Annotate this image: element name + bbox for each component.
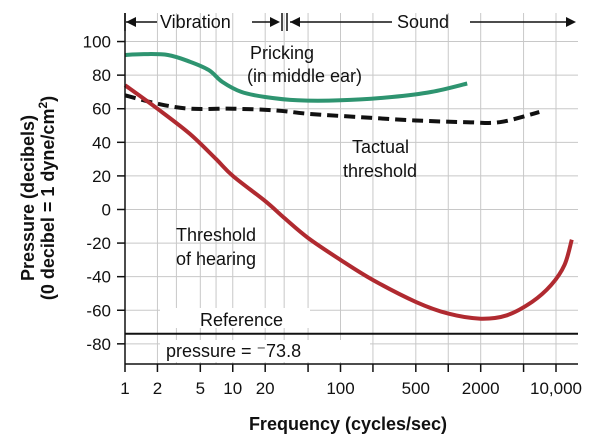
x-tick-label: 100 bbox=[326, 379, 354, 398]
y-axis-subtitle-main: (0 decibel = 1 dyne/cm bbox=[38, 109, 58, 301]
vibration-label: Vibration bbox=[160, 12, 231, 32]
x-tick-label: 10 bbox=[223, 379, 242, 398]
vibration-arrowhead-left bbox=[126, 17, 136, 27]
y-tick-label: 40 bbox=[92, 133, 111, 152]
y-tick-label: 60 bbox=[92, 100, 111, 119]
y-tick-label: 0 bbox=[102, 200, 111, 219]
y-tick-label: -80 bbox=[86, 335, 111, 354]
x-tick-label: 500 bbox=[402, 379, 430, 398]
y-axis-subtitle: (0 decibel = 1 dyne/cm2) bbox=[36, 96, 58, 300]
tactual-label-line2: threshold bbox=[343, 161, 417, 181]
y-tick-label: -60 bbox=[86, 301, 111, 320]
reference-label-line2: pressure = ⁻73.8 bbox=[166, 341, 301, 361]
reference-label-line1: Reference bbox=[200, 310, 283, 330]
x-tick-label: 20 bbox=[256, 379, 275, 398]
hearing-label-line2: of hearing bbox=[176, 249, 256, 269]
sound-label: Sound bbox=[397, 12, 449, 32]
pricking-label-line2: (in middle ear) bbox=[247, 66, 362, 86]
x-tick-label: 5 bbox=[196, 379, 205, 398]
x-axis-title: Frequency (cycles/sec) bbox=[249, 414, 447, 434]
axes: 100 80 60 40 20 0 -20 -40 -60 -80 1 2 5 10 20 100 500 200… bbox=[83, 13, 582, 398]
x-tick-label: 10,000 bbox=[530, 379, 582, 398]
tactual-curve bbox=[124, 93, 540, 125]
pricking-curve bbox=[124, 52, 468, 103]
reference-value-bg bbox=[160, 340, 370, 362]
y-axis-title: Pressure (decibels) bbox=[18, 115, 38, 281]
reference-label-bg bbox=[160, 308, 310, 328]
x-tick-label: 2000 bbox=[462, 379, 500, 398]
gridlines bbox=[124, 13, 578, 364]
y-tick-label: 100 bbox=[83, 33, 111, 52]
y-axis-subtitle-close: ) bbox=[38, 96, 58, 102]
tactual-label-line1: Tactual bbox=[352, 137, 409, 157]
series-layer bbox=[123, 52, 578, 335]
range-brackets: Vibration Sound bbox=[124, 12, 576, 32]
hearing-curve bbox=[123, 83, 574, 321]
y-tick-label: 20 bbox=[92, 167, 111, 186]
pricking-label-line1: Pricking bbox=[250, 43, 314, 63]
sound-arrowhead-right bbox=[566, 17, 576, 27]
y-axis-title-line1: Pressure (decibels) bbox=[18, 115, 38, 281]
x-tick-label: 2 bbox=[153, 379, 162, 398]
y-tick-label: -20 bbox=[86, 234, 111, 253]
hearing-label-line1: Threshold bbox=[176, 225, 256, 245]
y-axis-subtitle-superscript: 2 bbox=[36, 102, 50, 109]
x-tick-label: 1 bbox=[120, 379, 129, 398]
y-tick-label: -40 bbox=[86, 268, 111, 287]
y-tick-label: 80 bbox=[92, 66, 111, 85]
vibration-arrowhead-right bbox=[270, 17, 280, 27]
annotations: Pricking (in middle ear) Tactual thresho… bbox=[166, 43, 417, 361]
